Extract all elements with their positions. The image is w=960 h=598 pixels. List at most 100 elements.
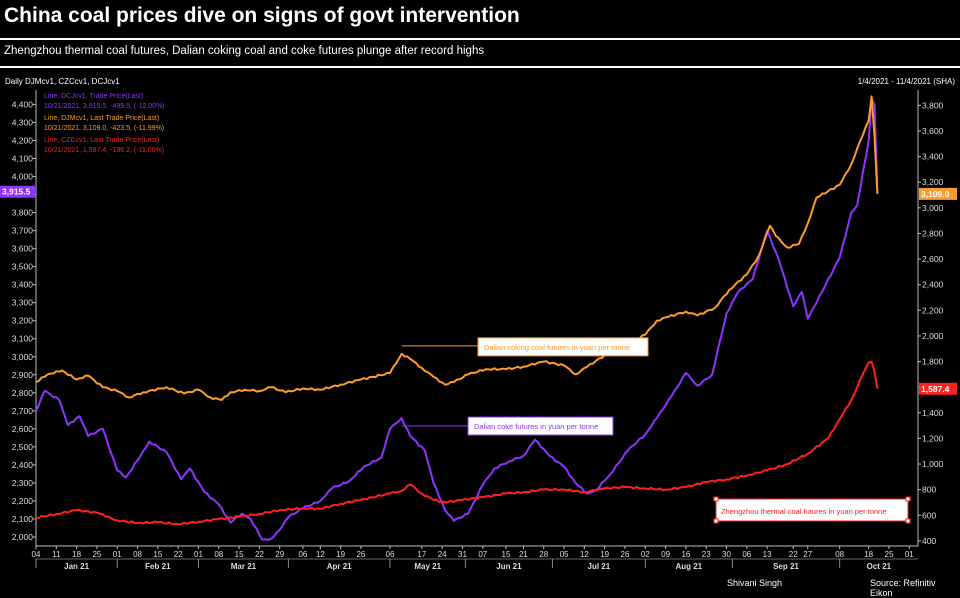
x-axis-tick-label: 04 (32, 550, 41, 559)
x-axis-tick-label: 06 (386, 550, 395, 559)
left-axis-tick-label: 2,500 (12, 442, 34, 452)
left-axis-tick-label: 2,900 (12, 370, 34, 380)
x-axis-tick-label: 08 (133, 550, 142, 559)
author-credit: Shivani Singh (727, 578, 783, 588)
x-axis-tick-label: 08 (214, 550, 223, 559)
callout-text-coke: Dalian coke futures in yuan per tonne (474, 422, 598, 431)
left-axis-tick-label: 4,200 (12, 135, 34, 145)
left-axis-tick-label: 2,200 (12, 496, 34, 506)
x-axis-tick-label: 15 (502, 550, 511, 559)
left-axis-tick-label: 3,300 (12, 298, 34, 308)
x-axis-tick-label: 25 (92, 550, 101, 559)
x-axis-tick-label: 15 (235, 550, 244, 559)
callout-box-thermal (715, 498, 909, 522)
left-axis-tick-label: 3,000 (12, 352, 34, 362)
right-axis-tick-label: 2,400 (922, 280, 944, 290)
left-axis-tick-label: 4,100 (12, 153, 34, 163)
x-axis-tick-label: 06 (298, 550, 307, 559)
subtitle-divider (0, 66, 960, 68)
month-label: Sep 21 (773, 562, 799, 571)
x-axis-tick-label: 08 (835, 550, 844, 559)
left-axis-tick-label: 2,800 (12, 388, 34, 398)
series-line-thermal (35, 360, 879, 526)
last-value-label-thermal: 1,587.4 (921, 384, 950, 394)
x-axis-tick-label: 22 (255, 550, 264, 559)
chart-header-left: Daily DJMcv1, CZCcv1, DCJcv1 (5, 77, 120, 86)
left-axis-tick-label: 3,200 (12, 316, 34, 326)
month-label: Feb 21 (145, 562, 171, 571)
legend-entry-title: Line, CZCcv1, Last Trade Price(Last) (44, 137, 159, 144)
page-title: China coal prices dive on signs of govt … (4, 4, 520, 27)
page-subtitle: Zhengzhou thermal coal futures, Dalian c… (4, 45, 485, 57)
x-axis-tick-label: 30 (722, 550, 731, 559)
right-axis-tick-label: 2,800 (922, 228, 944, 238)
x-axis-tick-label: 22 (174, 550, 183, 559)
x-axis-tick-label: 11 (52, 550, 61, 559)
x-axis-tick-label: 13 (763, 550, 772, 559)
right-axis-tick-label: 1,400 (922, 408, 944, 418)
x-axis-tick-label: 23 (702, 550, 711, 559)
legend-entry-value: 10/21/2021, 3,915.5, -499.5, (-12.00%) (44, 103, 165, 110)
callout-text-coking-coal: Dalian coking coal futures in yuan per t… (484, 343, 630, 352)
right-axis-tick-label: 2,000 (922, 331, 944, 341)
x-axis-tick-label: 27 (803, 550, 812, 559)
left-axis-tick-label: 2,000 (12, 532, 34, 542)
month-label: Jul 21 (588, 562, 611, 571)
x-axis-tick-label: 19 (336, 550, 345, 559)
last-value-tag-thermal (919, 382, 957, 395)
x-axis-tick-label: 07 (478, 550, 487, 559)
x-axis-tick-label: 25 (885, 550, 894, 559)
left-axis-tick-label: 4,000 (12, 172, 34, 182)
x-axis-tick-label: 26 (621, 550, 630, 559)
last-value-label-coking-coal: 3,109.0 (921, 189, 950, 199)
month-label: Aug 21 (675, 562, 702, 571)
x-axis-tick-label: 26 (356, 550, 365, 559)
chart-header-right: 1/4/2021 - 11/4/2021 (SHA) (858, 77, 956, 86)
price-chart: Daily DJMcv1, CZCcv1, DCJcv1 1/4/2021 - 1… (0, 77, 957, 571)
right-axis-tick-label: 400 (922, 536, 936, 546)
left-axis-tick-label: 3,700 (12, 226, 34, 236)
x-axis-tick-label: 12 (580, 550, 589, 559)
last-value-tag-coking-coal (919, 187, 957, 200)
legend-entry-value: 10/21/2021, 3,109.0, -423.5, (-11.99%) (44, 125, 164, 132)
series-line-coke (35, 98, 879, 541)
series-line-coking_coal (35, 95, 879, 401)
month-label: Apr 21 (327, 562, 352, 571)
x-axis-tick-label: 29 (275, 550, 284, 559)
right-axis-tick-label: 3,200 (922, 177, 944, 187)
month-label: Jun 21 (496, 562, 522, 571)
callout-handle-thermal (905, 496, 911, 502)
callout-handle-thermal (713, 518, 719, 524)
legend-entry-title: Line, DCJcv1, Trade Price(Last) (44, 93, 143, 100)
left-axis-tick-label: 2,600 (12, 424, 34, 434)
right-axis-tick-label: 1,200 (922, 433, 944, 443)
title-divider (0, 38, 960, 40)
right-axis-tick-label: 1,800 (922, 357, 944, 367)
x-axis-tick-label: 31 (458, 550, 467, 559)
last-value-tag-coke (0, 185, 35, 198)
x-axis-tick-label: 02 (641, 550, 650, 559)
x-axis-tick-label: 19 (600, 550, 609, 559)
callout-box-coking-coal (477, 337, 649, 357)
x-axis-tick-label: 06 (742, 550, 751, 559)
x-axis-tick-label: 01 (113, 550, 122, 559)
left-axis-tick-label: 2,400 (12, 460, 34, 470)
right-axis-tick-label: 3,600 (922, 126, 944, 136)
left-axis-tick-label: 2,300 (12, 478, 34, 488)
x-axis-tick-label: 01 (194, 550, 203, 559)
source-credit: Source: Refinitiv Eikon (870, 578, 936, 598)
left-axis-tick-label: 3,400 (12, 280, 34, 290)
x-axis-tick-label: 01 (905, 550, 914, 559)
x-axis-tick-label: 21 (519, 550, 528, 559)
month-label: May 21 (414, 562, 441, 571)
x-axis-tick-label: 24 (438, 550, 447, 559)
right-axis-tick-label: 1,000 (922, 459, 944, 469)
left-axis-tick-label: 3,600 (12, 244, 34, 254)
x-axis-tick-label: 15 (153, 550, 162, 559)
x-axis-tick-label: 18 (72, 550, 81, 559)
left-axis-tick-label: 2,700 (12, 406, 34, 416)
x-axis-tick-label: 05 (560, 550, 569, 559)
legend-entry-value: 10/21/2021, 1,587.4, -196.2, (-11.00%) (44, 147, 164, 154)
callout-box-coke (467, 416, 614, 436)
right-axis-tick-label: 600 (922, 510, 936, 520)
